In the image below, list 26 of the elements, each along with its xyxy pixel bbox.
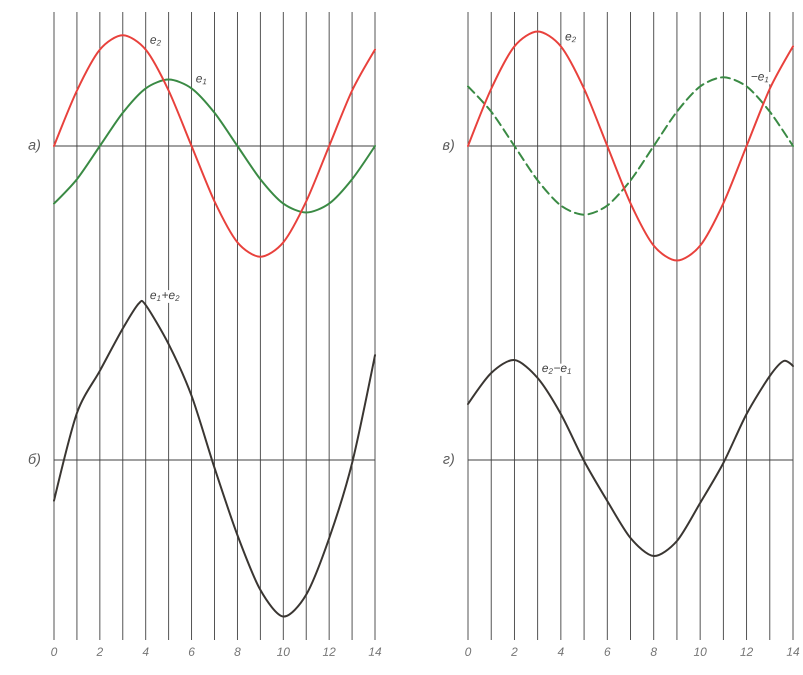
series-label: e$_{1}$ <box>196 76 206 84</box>
x-tick-label: 2 <box>96 648 103 656</box>
y-axis-title: а) <box>28 139 40 153</box>
x-tick-label: 14 <box>368 648 382 656</box>
x-tick-label: 12 <box>740 648 754 656</box>
x-tick-label: 6 <box>188 648 195 656</box>
x-tick-label: 10 <box>694 648 707 656</box>
x-tick-label: 6 <box>604 648 611 656</box>
series-label: e$_{2}$ <box>150 37 161 46</box>
series-label: −e$_{1}$ <box>752 74 768 82</box>
series-label: e$_{1}$+e$_{2}$ <box>150 292 180 301</box>
x-tick-label: 14 <box>786 648 800 656</box>
y-axis-title: г) <box>443 453 454 467</box>
x-tick-label: 0 <box>51 648 58 656</box>
series-label: e$_{2}$ <box>565 34 576 42</box>
y-axis-title: в) <box>442 139 454 153</box>
x-tick-label: 10 <box>276 648 290 656</box>
x-tick-label: 2 <box>511 648 518 656</box>
x-tick-label: 8 <box>650 648 657 656</box>
x-tick-label: 4 <box>558 648 564 656</box>
x-tick-label: 0 <box>465 648 472 656</box>
series-label: e$_{2}$−e$_{1}$ <box>542 366 571 374</box>
x-tick-label: 8 <box>234 648 241 656</box>
y-axis-title: б) <box>28 453 40 467</box>
x-tick-label: 12 <box>322 648 336 656</box>
x-tick-label: 4 <box>142 648 149 656</box>
